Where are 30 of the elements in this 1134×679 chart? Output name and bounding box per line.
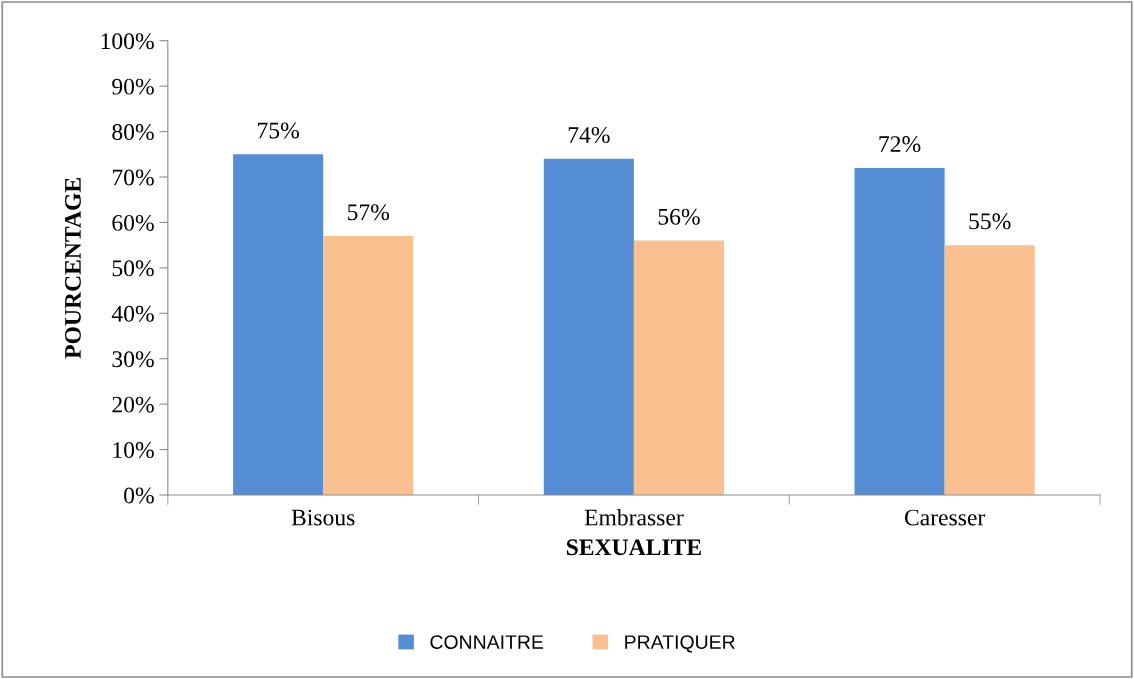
y-axis-title: POURCENTAGE [65,178,81,359]
y-tick-label: 10% [113,442,154,459]
y-tick-label: 30% [112,351,154,368]
y-tick-label: 90% [112,78,154,95]
bar [233,154,324,495]
bar [854,167,945,495]
data-label: 72% [879,136,921,153]
data-label: 74% [568,127,610,144]
bar [323,236,414,495]
legend-label: CONNAITRE [430,635,544,649]
y-tick-label: 70% [112,169,154,186]
bar [633,240,725,495]
y-tick-label: 40% [111,305,154,322]
y-tick-label: 0% [124,487,154,504]
x-axis-title: SEXUALITE [566,539,701,556]
bar [543,158,634,495]
y-tick-label: 100% [101,33,154,50]
bar [944,245,1035,495]
x-tick-label: Caresser [904,509,986,526]
data-label: 57% [347,204,390,221]
data-label: 75% [258,122,299,139]
x-tick-label: Embrasser [584,508,684,526]
y-tick-label: 80% [112,124,154,141]
data-label: 56% [658,208,700,225]
y-tick-label: 60% [112,214,154,231]
x-tick-label: Bisous [291,509,355,526]
data-label: 55% [969,213,1011,230]
y-tick-label: 50% [112,260,154,277]
y-tick-label: 20% [112,396,154,413]
legend-label: PRATIQUER [625,635,735,653]
